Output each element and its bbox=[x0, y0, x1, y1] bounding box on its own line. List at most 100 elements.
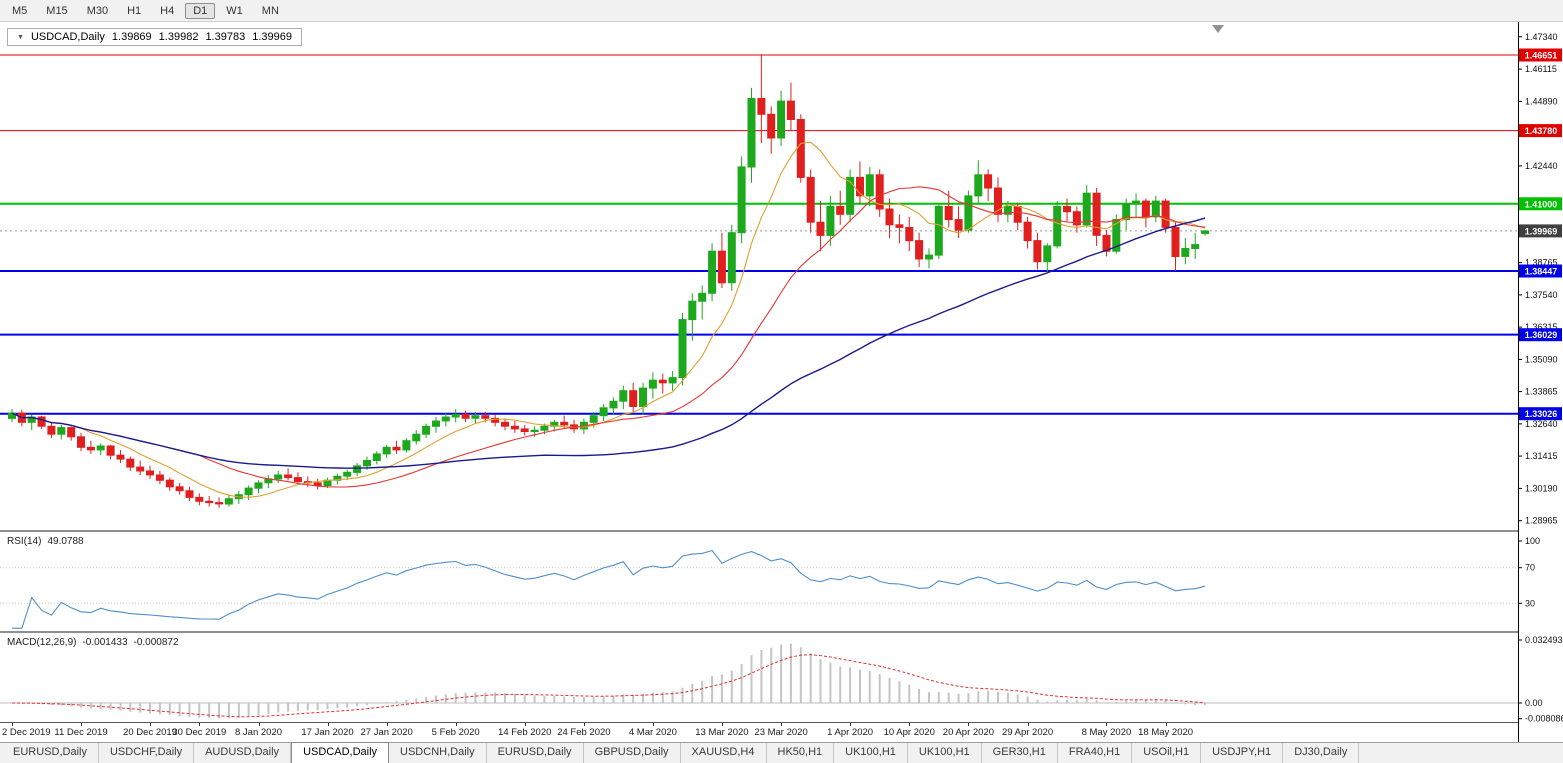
date-tick bbox=[199, 723, 201, 726]
rsi-scale-label: 100 bbox=[1525, 536, 1540, 546]
panel-divider-rsi-macd[interactable] bbox=[0, 631, 1563, 633]
moving-averages-layer bbox=[11, 141, 1206, 498]
price-tick-label: 1.33865 bbox=[1525, 387, 1558, 397]
date-tick bbox=[850, 723, 852, 726]
rsi-value: 49.0788 bbox=[47, 536, 84, 547]
price-scale[interactable]: 1.47340 1.46115 1.44890 1.42440 1.38765 1.375… bbox=[1518, 22, 1563, 742]
symbol-tab-11-ger30[interactable]: GER30,H1 bbox=[982, 743, 1058, 763]
macd-title: MACD(12,26,9) -0.001433 -0.000872 bbox=[7, 637, 179, 648]
ma-line-55 bbox=[11, 217, 1206, 469]
timeframe-button-m5[interactable]: M5 bbox=[12, 4, 28, 17]
date-label: 8 May 2020 bbox=[1081, 727, 1132, 738]
price-badge-1.41000 bbox=[1519, 197, 1562, 211]
price-badge-1.43780 bbox=[1519, 124, 1562, 138]
timeframe-button-d1[interactable]: D1 bbox=[185, 2, 216, 19]
symbol-tab-13-usoil[interactable]: USOil,H1 bbox=[1132, 743, 1202, 763]
date-label: 29 Apr 2020 bbox=[1001, 727, 1054, 738]
macd-signal-value: -0.000872 bbox=[133, 637, 179, 648]
symbol-tab-10-uk100[interactable]: UK100,H1 bbox=[908, 743, 982, 763]
price-badge-1.38447 bbox=[1519, 264, 1562, 278]
rsi-scale-label: 70 bbox=[1525, 563, 1535, 573]
price-badge-label: 1.43780 bbox=[1525, 126, 1558, 136]
one-click-collapse-icon[interactable]: ▼ bbox=[17, 33, 24, 41]
date-label: 20 Apr 2020 bbox=[942, 727, 995, 738]
rsi-title: RSI(14) 49.0788 bbox=[7, 536, 84, 547]
ohlc-low: 1.39783 bbox=[205, 31, 246, 43]
symbol-tab-0-eurusd[interactable]: EURUSD,Daily bbox=[2, 743, 99, 763]
price-tick-label: 1.30190 bbox=[1525, 483, 1558, 493]
date-tick bbox=[781, 723, 783, 726]
symbol-tab-5-eurusd[interactable]: EURUSD,Daily bbox=[487, 743, 584, 763]
symbol-tab-14-usdjpy[interactable]: USDJPY,H1 bbox=[1201, 743, 1284, 763]
chart-title: ▼ USDCAD,Daily 1.39869 1.39982 1.39783 1… bbox=[7, 28, 302, 46]
timeframe-button-h4[interactable]: H4 bbox=[160, 4, 175, 17]
chart-symbol-label: USDCAD,Daily bbox=[30, 31, 105, 43]
ohlc-open: 1.39869 bbox=[111, 31, 152, 43]
ohlc-high: 1.39982 bbox=[158, 31, 199, 43]
date-tick bbox=[1106, 723, 1108, 726]
symbol-tab-15-dj30[interactable]: DJ30,Daily bbox=[1283, 743, 1360, 763]
price-badge-label: 1.36029 bbox=[1525, 330, 1558, 340]
timeframe-button-w1[interactable]: W1 bbox=[226, 4, 243, 17]
price-badge-label: 1.38447 bbox=[1525, 267, 1558, 277]
rsi-scale-label: 30 bbox=[1525, 598, 1535, 608]
date-label: 2 Dec 2019 bbox=[2, 727, 51, 738]
date-label: 14 Feb 2020 bbox=[498, 727, 552, 738]
timeframe-button-m15[interactable]: M15 bbox=[46, 4, 68, 17]
date-tick bbox=[583, 723, 585, 726]
rsi-name: RSI(14) bbox=[7, 536, 42, 547]
macd-scale-label: -0.008086 bbox=[1525, 714, 1563, 724]
date-tick bbox=[150, 723, 152, 726]
macd-histogram bbox=[20, 643, 1207, 719]
rsi-line bbox=[12, 549, 1206, 629]
price-badge-label: 1.41000 bbox=[1525, 199, 1558, 209]
symbol-tab-3-usdcad[interactable]: USDCAD,Daily bbox=[291, 742, 390, 763]
ma-line-8 bbox=[11, 141, 1206, 498]
ohlc-close: 1.39969 bbox=[252, 31, 292, 43]
date-label: 24 Feb 2020 bbox=[557, 727, 611, 738]
price-tick-label: 1.32640 bbox=[1525, 419, 1558, 429]
date-label: 1 Apr 2020 bbox=[827, 727, 874, 738]
symbol-tab-12-fra40[interactable]: FRA40,H1 bbox=[1058, 743, 1133, 763]
date-tick bbox=[1165, 723, 1167, 726]
rsi-panel-canvas[interactable] bbox=[0, 532, 1518, 631]
main-chart-canvas[interactable] bbox=[0, 22, 1518, 530]
symbol-tab-9-uk100[interactable]: UK100,H1 bbox=[834, 743, 908, 763]
symbol-tab-7-xauusd[interactable]: XAUUSD,H4 bbox=[681, 743, 767, 763]
date-tick bbox=[1027, 723, 1029, 726]
date-tick bbox=[258, 723, 260, 726]
price-badge-label: 1.46651 bbox=[1525, 51, 1558, 61]
date-tick bbox=[81, 723, 83, 726]
date-tick bbox=[12, 723, 13, 726]
date-tick bbox=[652, 723, 654, 726]
price-tick-label: 1.37540 bbox=[1525, 290, 1558, 300]
symbol-tab-1-usdchf[interactable]: USDCHF,Daily bbox=[99, 743, 195, 763]
price-badge-label: 1.39969 bbox=[1525, 226, 1558, 236]
price-tick-label: 1.35090 bbox=[1525, 354, 1558, 364]
price-tick-label: 1.36315 bbox=[1525, 322, 1558, 332]
timeframe-button-m30[interactable]: M30 bbox=[86, 4, 109, 17]
date-tick bbox=[909, 723, 911, 726]
price-tick-label: 1.42440 bbox=[1525, 161, 1558, 171]
symbol-tab-2-audusd[interactable]: AUDUSD,Daily bbox=[194, 743, 292, 763]
date-label: 20 Dec 2019 bbox=[123, 727, 177, 738]
date-label: 10 Apr 2020 bbox=[883, 727, 935, 738]
symbol-tab-4-usdcnh[interactable]: USDCNH,Daily bbox=[389, 743, 487, 763]
date-tick bbox=[524, 723, 526, 726]
time-axis[interactable]: 2 Dec 2019 11 Dec 2019 20 Dec 2019 30 Dec 2… bbox=[0, 722, 1518, 742]
price-badge-1.39969 bbox=[1519, 224, 1562, 238]
date-label: 8 Jan 2020 bbox=[234, 727, 283, 738]
macd-panel-canvas[interactable] bbox=[0, 633, 1518, 722]
date-label: 4 Mar 2020 bbox=[628, 727, 677, 738]
timeframe-button-mn[interactable]: MN bbox=[261, 4, 279, 17]
chart-shift-marker-icon[interactable] bbox=[1212, 25, 1224, 33]
date-tick bbox=[721, 723, 723, 726]
date-tick bbox=[386, 723, 388, 726]
symbol-tab-6-gbpusd[interactable]: GBPUSD,Daily bbox=[584, 743, 681, 763]
timeframe-button-h1[interactable]: H1 bbox=[127, 4, 142, 17]
price-badge-1.33026 bbox=[1519, 407, 1562, 421]
panel-divider-main-rsi[interactable] bbox=[0, 530, 1563, 532]
symbol-tab-8-hk50[interactable]: HK50,H1 bbox=[767, 743, 835, 763]
date-label: 17 Jan 2020 bbox=[301, 727, 354, 738]
